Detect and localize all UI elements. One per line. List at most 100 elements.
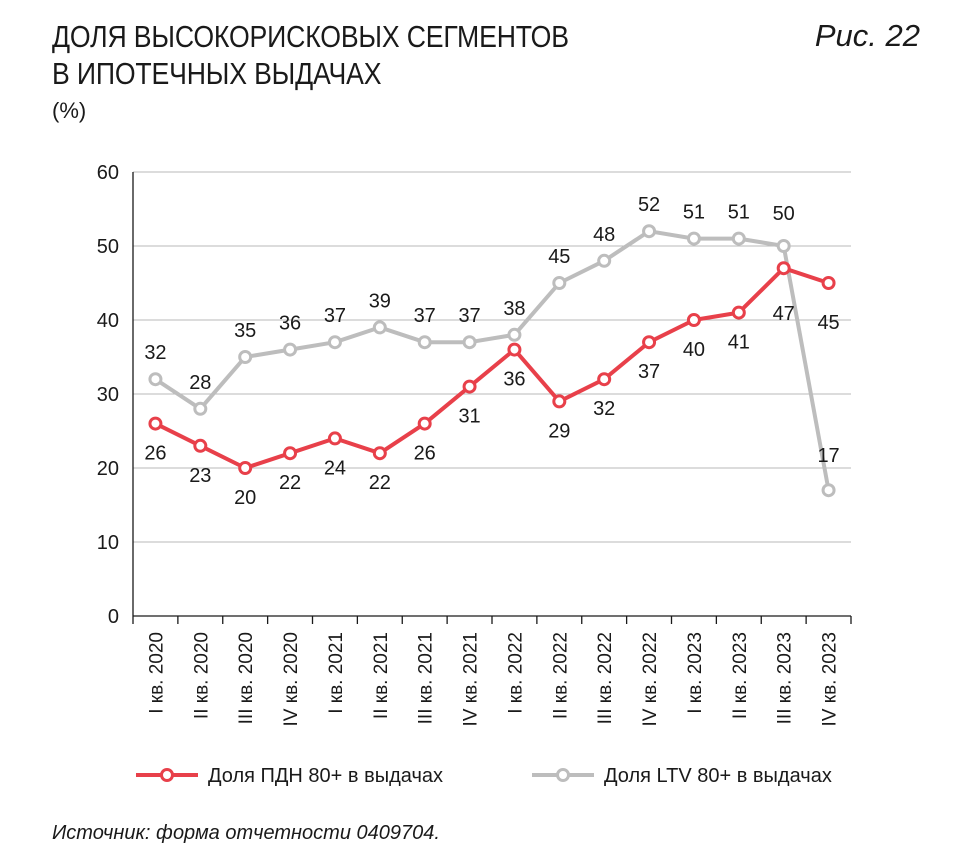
series-pdn-data-label: 26 [144, 443, 166, 465]
x-tick-label: IV кв. 2021 [461, 632, 482, 726]
series-ltv-data-label: 35 [234, 320, 256, 342]
y-tick-label: 40 [97, 310, 119, 332]
series-pdn-data-label: 22 [279, 472, 301, 494]
series-ltv-data-label: 17 [817, 445, 839, 467]
x-tick-label: I кв. 2022 [505, 632, 526, 714]
series-ltv-point [462, 335, 477, 350]
series-ltv-data-label: 37 [458, 305, 480, 327]
series-ltv-data-label: 52 [638, 194, 660, 216]
chart-title-line2: В ИПОТЕЧНЫХ ВЫДАЧАХ [52, 56, 382, 91]
x-tick-label: II кв. 2022 [550, 632, 571, 719]
x-tick-label: III кв. 2021 [416, 632, 437, 724]
series-pdn-data-label: 24 [324, 457, 346, 479]
series-pdn-point [642, 335, 657, 350]
series-pdn-line [154, 266, 830, 470]
series-ltv-data-label: 51 [728, 202, 750, 224]
series-ltv-legend-label: Доля LTV 80+ в выдачах [604, 765, 832, 787]
series-pdn-legend-label: Доля ПДН 80+ в выдачах [208, 765, 443, 787]
series-ltv-data-label: 51 [683, 202, 705, 224]
y-tick-label: 60 [97, 162, 119, 184]
series-pdn-point [283, 446, 298, 461]
unit-label: (%) [52, 98, 87, 123]
series-pdn-data-label: 47 [773, 303, 795, 325]
chart-title: ДОЛЯ ВЫСОКОРИСКОВЫХ СЕГМЕНТОВ В ИПОТЕЧНЫ… [52, 18, 569, 92]
series-ltv-point [642, 224, 657, 239]
series-pdn-data-label: 32 [593, 398, 615, 420]
series-ltv-legend-marker [556, 768, 570, 782]
series-pdn-data-label: 23 [189, 465, 211, 487]
series-pdn-data-label: 22 [369, 472, 391, 494]
series-ltv-data-label: 37 [414, 305, 436, 327]
series-pdn-point [238, 461, 253, 475]
series-pdn-data-label: 41 [728, 332, 750, 354]
series-ltv-data-label: 39 [369, 290, 391, 312]
series-pdn-point [776, 261, 791, 276]
series-pdn-data-label: 31 [458, 406, 480, 428]
y-tick-label: 50 [97, 236, 119, 258]
series-ltv-point [283, 342, 298, 357]
x-tick-label: IV кв. 2022 [640, 632, 661, 726]
series-ltv-point [417, 335, 432, 350]
figure-label: Рис. 22 [814, 18, 920, 53]
series-ltv-point [327, 335, 342, 350]
x-tick-label: I кв. 2020 [146, 632, 167, 714]
series-pdn-data-label: 20 [234, 487, 256, 509]
x-tick-label: II кв. 2020 [191, 632, 212, 719]
x-tick-label: II кв. 2021 [371, 632, 392, 719]
series-ltv-data-label: 50 [773, 203, 795, 225]
series-ltv-point [821, 483, 836, 498]
series-pdn-data-label: 40 [683, 339, 705, 361]
chart-title-line1: ДОЛЯ ВЫСОКОРИСКОВЫХ СЕГМЕНТОВ [52, 19, 569, 54]
series-ltv-line [154, 229, 831, 491]
series-pdn-point [193, 438, 208, 453]
series-ltv-point [731, 231, 746, 246]
source-note: Источник: форма отчетности 0409704. [52, 822, 440, 844]
series-pdn-point [821, 276, 836, 290]
series-pdn-point [686, 313, 701, 327]
series-ltv-point [372, 320, 387, 335]
series-ltv-point [776, 239, 791, 253]
x-tick-label: III кв. 2020 [236, 632, 257, 724]
series-ltv-point [507, 327, 522, 342]
y-tick-label: 30 [97, 384, 119, 406]
series-pdn-point [597, 372, 612, 387]
series-ltv-data-label: 45 [548, 246, 570, 268]
series-pdn-data-label: 37 [638, 361, 660, 383]
series-pdn-data-label: 36 [503, 369, 525, 391]
x-tick-label: IV кв. 2023 [820, 632, 841, 726]
series-pdn-point [417, 416, 432, 431]
x-tick-label: I кв. 2023 [685, 632, 706, 714]
series-ltv-point [238, 350, 253, 364]
series-pdn-data-label: 29 [548, 420, 570, 442]
x-tick-label: II кв. 2023 [730, 632, 751, 719]
series-ltv-data-label: 38 [503, 298, 525, 320]
series-pdn-point [731, 305, 746, 320]
x-tick-label: III кв. 2023 [775, 632, 796, 724]
series-pdn-point [462, 379, 477, 394]
series-ltv-point [552, 276, 567, 290]
series-ltv-data-label: 37 [324, 305, 346, 327]
y-tick-label: 20 [97, 458, 119, 480]
series-ltv-point [686, 231, 701, 246]
y-tick-label: 0 [108, 606, 119, 628]
series-ltv-data-label: 36 [279, 313, 301, 335]
series-ltv-point [597, 253, 612, 268]
series-pdn-point [327, 431, 342, 446]
series-pdn-data-label: 26 [414, 443, 436, 465]
series-pdn-data-label: 45 [817, 312, 839, 334]
x-tick-label: III кв. 2022 [595, 632, 616, 724]
series-pdn-point [507, 342, 522, 357]
series-ltv-data-label: 28 [189, 372, 211, 394]
x-tick-label: IV кв. 2020 [281, 632, 302, 726]
series-ltv-point [193, 401, 208, 416]
series-ltv-data-label: 48 [593, 224, 615, 246]
y-tick-label: 10 [97, 532, 119, 554]
series-pdn-point [148, 416, 163, 431]
series-pdn-legend-marker [160, 768, 174, 782]
x-tick-label: I кв. 2021 [326, 632, 347, 714]
series-ltv-data-label: 32 [144, 342, 166, 364]
series-ltv-point [148, 372, 163, 387]
series-pdn-point [552, 394, 567, 409]
series-pdn-point [372, 446, 387, 461]
